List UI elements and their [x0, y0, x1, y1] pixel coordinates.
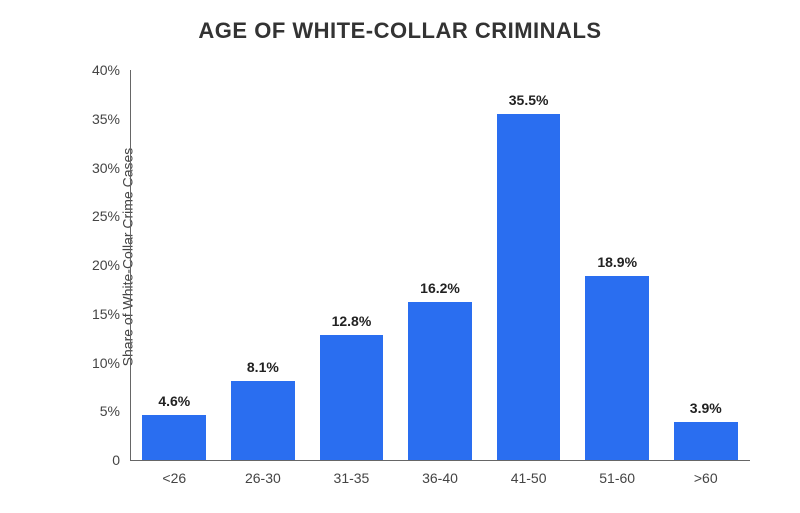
x-tick-label: 31-35	[307, 470, 396, 486]
bar-slot: 18.9%	[573, 70, 662, 460]
bar-value-label: 12.8%	[332, 313, 372, 329]
bar-value-label: 18.9%	[597, 254, 637, 270]
chart-container: AGE OF WHITE-COLLAR CRIMINALS Share of W…	[0, 0, 800, 513]
bars-group: 4.6% 8.1% 12.8% 16.2% 35.5% 18.9% 3.9%	[130, 70, 750, 460]
x-tick-label: 51-60	[573, 470, 662, 486]
x-tick-label: 41-50	[484, 470, 573, 486]
bar-slot: 16.2%	[396, 70, 485, 460]
y-tick-label: 10%	[70, 355, 120, 371]
bar-slot: 35.5%	[484, 70, 573, 460]
bar: 16.2%	[408, 302, 472, 460]
y-tick-label: 5%	[70, 403, 120, 419]
y-tick-label: 30%	[70, 160, 120, 176]
bar-value-label: 8.1%	[247, 359, 279, 375]
bar-slot: 12.8%	[307, 70, 396, 460]
bar: 3.9%	[674, 422, 738, 460]
y-tick-label: 40%	[70, 62, 120, 78]
plot-area: 05%10%15%20%25%30%35%40% 4.6%8.1%12.8%16…	[130, 70, 750, 460]
bar-value-label: 16.2%	[420, 280, 460, 296]
bar-value-label: 35.5%	[509, 92, 549, 108]
bar: 4.6%	[142, 415, 206, 460]
y-tick-label: 25%	[70, 208, 120, 224]
bar: 12.8%	[320, 335, 384, 460]
bar: 8.1%	[231, 381, 295, 460]
x-tick-label: >60	[661, 470, 750, 486]
bar-slot: 4.6%	[130, 70, 219, 460]
x-tick-label: 36-40	[396, 470, 485, 486]
bar-value-label: 3.9%	[690, 400, 722, 416]
y-tick-label: 0	[70, 452, 120, 468]
x-tick-label: <26	[130, 470, 219, 486]
y-tick-label: 35%	[70, 111, 120, 127]
bar-value-label: 4.6%	[158, 393, 190, 409]
x-labels-group: <2626-3031-3536-4041-5051-60>60	[130, 470, 750, 486]
chart-title: AGE OF WHITE-COLLAR CRIMINALS	[0, 18, 800, 44]
y-tick-label: 15%	[70, 306, 120, 322]
y-tick-label: 20%	[70, 257, 120, 273]
x-axis-line	[130, 460, 750, 461]
bar-slot: 8.1%	[219, 70, 308, 460]
x-tick-label: 26-30	[219, 470, 308, 486]
bar: 18.9%	[585, 276, 649, 460]
bar: 35.5%	[497, 114, 561, 460]
bar-slot: 3.9%	[661, 70, 750, 460]
